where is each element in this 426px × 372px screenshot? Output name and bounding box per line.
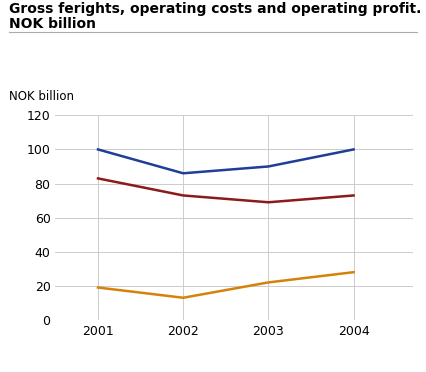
Total gross freights <box>181 171 186 176</box>
Total operating costs <box>181 193 186 198</box>
Line: Total operating costs: Total operating costs <box>98 179 354 202</box>
Total gross freights <box>266 164 271 169</box>
Operating profit <box>351 270 356 275</box>
Line: Total gross freights: Total gross freights <box>98 150 354 173</box>
Total operating costs <box>351 193 356 198</box>
Total gross freights <box>351 147 356 152</box>
Text: NOK billion: NOK billion <box>9 90 74 103</box>
Total operating costs <box>95 176 101 181</box>
Operating profit <box>266 280 271 285</box>
Text: NOK billion: NOK billion <box>9 17 95 31</box>
Line: Operating profit: Operating profit <box>98 272 354 298</box>
Legend: Total gross freights, Total operating costs, Operating profit: Total gross freights, Total operating co… <box>7 371 426 372</box>
Operating profit <box>95 285 101 290</box>
Total gross freights <box>95 147 101 152</box>
Operating profit <box>181 295 186 300</box>
Text: Gross ferights, operating costs and operating profit. 2001-2004.: Gross ferights, operating costs and oper… <box>9 2 426 16</box>
Total operating costs <box>266 200 271 205</box>
